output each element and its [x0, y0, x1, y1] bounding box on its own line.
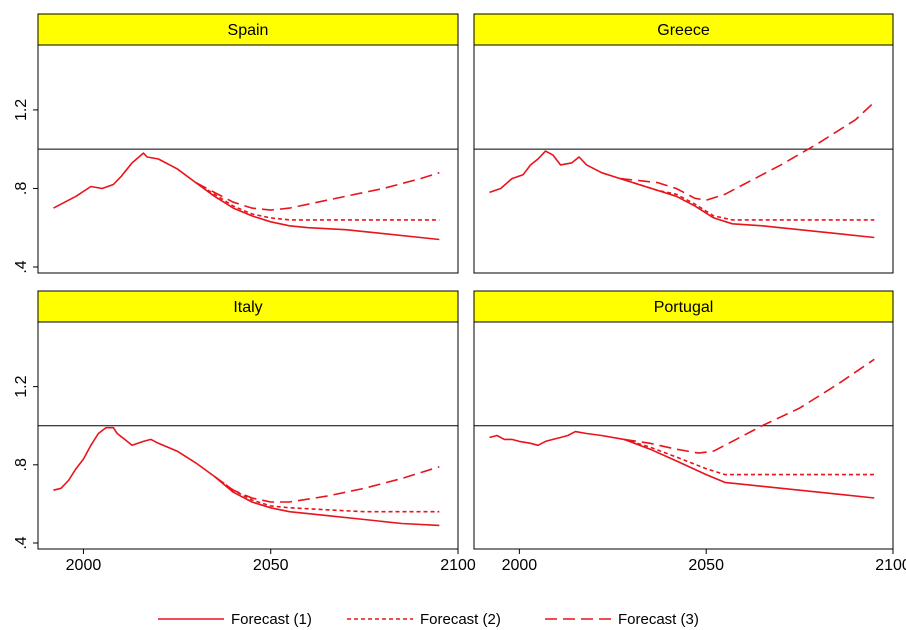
legend: Forecast (1) Forecast (2) Forecast (3) [158, 611, 699, 628]
panel-title: Spain [228, 22, 269, 39]
x-tick-label: 2100 [440, 557, 476, 574]
y-tick-label: .4 [13, 536, 30, 549]
series-line-2 [623, 438, 875, 476]
legend-item-2: Forecast (2) [347, 611, 501, 628]
panel-strip [37, 290, 459, 323]
y-tick-label: .8 [13, 182, 30, 195]
x-tick-label: 2000 [66, 557, 102, 574]
panel-italy: Italy .4 .8 1.2 2000 2050 2100 [13, 290, 476, 574]
panel-greece: Greece [473, 13, 894, 274]
legend-label: Forecast (2) [420, 611, 501, 628]
series-line-1 [489, 150, 875, 239]
x-tick-label: 2050 [253, 557, 289, 574]
series-line-1 [53, 426, 440, 527]
series-line-3 [214, 466, 440, 503]
y-tick-label: .8 [13, 458, 30, 471]
x-tick-label: 2100 [875, 557, 906, 574]
panel-strip [37, 13, 459, 46]
panel-spain: Spain .4 .8 1.2 [13, 13, 459, 274]
series-line-3 [623, 358, 875, 454]
series-line-3 [195, 171, 440, 211]
panel-title: Greece [657, 22, 710, 39]
y-tick-label: 1.2 [13, 99, 30, 121]
legend-label: Forecast (3) [618, 611, 699, 628]
x-tick-label: 2050 [688, 557, 724, 574]
series-line-1 [53, 152, 440, 241]
series-line-2 [619, 177, 875, 221]
series-line-2 [195, 181, 440, 221]
plot-area [37, 321, 459, 550]
y-tick-label: 1.2 [13, 375, 30, 397]
legend-item-3: Forecast (3) [545, 611, 699, 628]
series-line-2 [214, 475, 440, 513]
panel-title: Portugal [654, 299, 714, 316]
panels-layer: Spain .4 .8 1.2 Greece Italy .4 .8 1.2 2000 2050 21… [13, 13, 906, 574]
panel-portugal: Portugal 2000 2050 2100 [473, 290, 906, 574]
y-tick-label: .4 [13, 260, 30, 273]
series-line-1 [489, 430, 875, 499]
panel-title: Italy [233, 299, 262, 316]
plot-area [37, 44, 459, 274]
plot-area [473, 321, 894, 550]
plot-area [473, 44, 894, 274]
series-line-3 [620, 101, 875, 201]
panel-strip [473, 13, 894, 46]
panel-strip [473, 290, 894, 323]
legend-label: Forecast (1) [231, 611, 312, 628]
legend-item-1: Forecast (1) [158, 611, 312, 628]
x-tick-label: 2000 [502, 557, 538, 574]
